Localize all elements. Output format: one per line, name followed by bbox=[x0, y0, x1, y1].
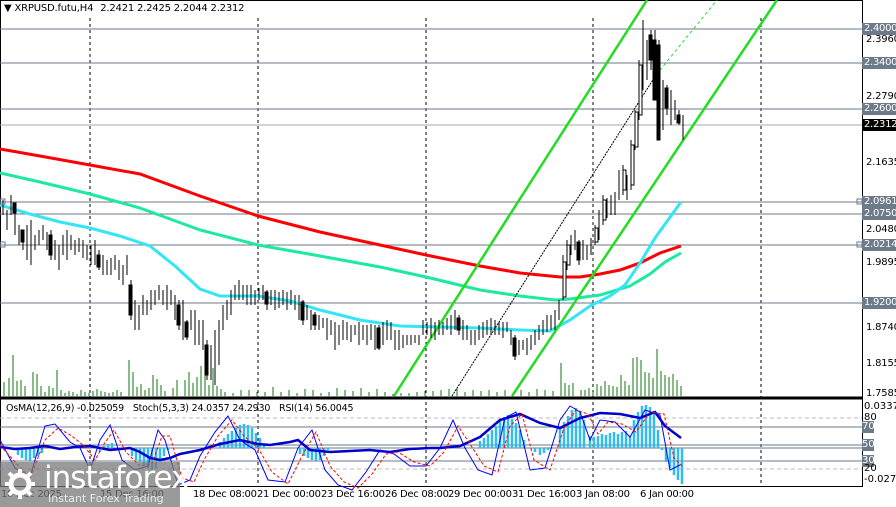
ma-value-markers bbox=[0, 198, 863, 248]
time-label: 21 Dec 00:00 bbox=[257, 489, 321, 500]
time-label: 3 Jan 08:00 bbox=[576, 489, 630, 500]
time-label: 31 Dec 16:00 bbox=[512, 489, 576, 500]
ma-slow-line bbox=[0, 147, 682, 279]
level-label: 2.3400 bbox=[862, 57, 896, 69]
rsi-label: RSI(14) 56.0045 bbox=[279, 403, 354, 414]
price-tick: 2.3960 bbox=[866, 34, 896, 45]
time-label: 23 Dec 16:00 bbox=[321, 489, 385, 500]
level-label: 2.0750 bbox=[862, 208, 896, 220]
osma-label: OsMA(12,26,9) -0.025059 bbox=[6, 403, 124, 414]
logo-tagline: Instant Forex Trading bbox=[48, 492, 164, 505]
osc-level-30: 30 bbox=[862, 455, 875, 467]
time-label: 6 Jan 00:00 bbox=[640, 489, 694, 500]
level-label: 1.9200 bbox=[862, 297, 896, 309]
logo-text: instaforex bbox=[44, 460, 189, 496]
gear-logo-icon bbox=[5, 469, 35, 499]
osc-level-20: 20 bbox=[864, 463, 877, 474]
price-channel bbox=[392, 0, 779, 397]
instaforex-watermark: instaforex Instant Forex Trading bbox=[0, 460, 189, 507]
osc-top-value: 0.03377 bbox=[864, 401, 896, 412]
level-lines bbox=[0, 28, 862, 304]
rsi-line bbox=[0, 410, 682, 462]
symbol-label: XRPUSD.futu,H4 bbox=[14, 3, 94, 14]
price-tick: 1.8155 bbox=[866, 358, 896, 369]
stoch-label: Stoch(5,3,3) 24.0357 24.2930 bbox=[132, 403, 271, 414]
volume-bars bbox=[3, 349, 682, 396]
ohlc-values: 2.2421 2.2425 2.2044 2.2312 bbox=[100, 3, 245, 14]
time-label: 29 Dec 00:00 bbox=[448, 489, 512, 500]
osc-level-50: 50 bbox=[862, 439, 875, 451]
time-label: 26 Dec 08:00 bbox=[385, 489, 449, 500]
candlesticks bbox=[2, 20, 684, 385]
stoch-signal-line bbox=[0, 409, 683, 489]
price-tick: 1.8740 bbox=[866, 322, 896, 333]
ma-fast-line bbox=[0, 201, 683, 333]
ma-mid-line bbox=[0, 171, 682, 302]
price-tick: 2.1635 bbox=[866, 157, 896, 168]
collapse-triangle-icon[interactable]: ▼ bbox=[4, 3, 15, 14]
osc-level-80: 80 bbox=[864, 412, 877, 423]
level-label: 2.2600 bbox=[862, 103, 896, 115]
osc-level-70: 70 bbox=[862, 421, 875, 433]
ma-slow-value-label: 2.0214 bbox=[862, 239, 896, 251]
chart-title: ▼ XRPUSD.futu,H4 2.2421 2.2425 2.2044 2.… bbox=[4, 3, 245, 14]
stoch-main-line bbox=[0, 405, 681, 491]
price-tick: 1.7585 bbox=[866, 388, 896, 399]
current-price-label: 2.2312 bbox=[862, 119, 896, 131]
price-tick: 1.9895 bbox=[866, 257, 896, 268]
price-tick: 2.0480 bbox=[866, 224, 896, 235]
osc-bottom-value: -0.0278 bbox=[864, 474, 896, 485]
level-label: 2.4000 bbox=[862, 23, 896, 35]
ma-fast-value-label: 2.0961 bbox=[862, 196, 896, 208]
indicator-title: OsMA(12,26,9) -0.025059 Stoch(5,3,3) 24.… bbox=[6, 403, 353, 414]
time-label: 18 Dec 08:00 bbox=[193, 489, 257, 500]
price-tick: 2.2790 bbox=[866, 91, 896, 102]
